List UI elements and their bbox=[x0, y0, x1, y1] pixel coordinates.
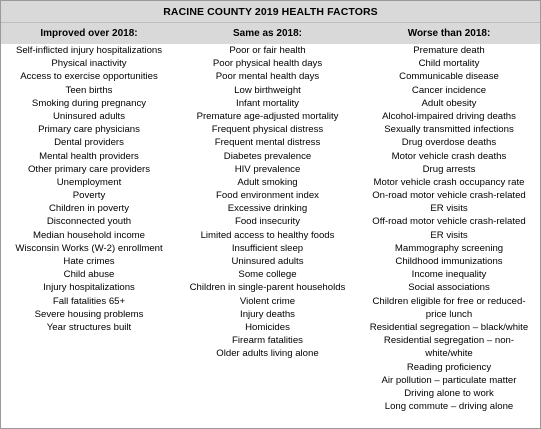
list-item: white/white bbox=[425, 348, 473, 360]
list-item: HIV prevalence bbox=[234, 163, 301, 175]
list-item: Mammography screening bbox=[394, 242, 504, 254]
list-item: Limited access to healthy foods bbox=[200, 229, 335, 241]
list-item: Primary care physicians bbox=[38, 124, 140, 136]
list-item: Diabetes prevalence bbox=[223, 150, 312, 162]
list-item: Fall fatalities 65+ bbox=[52, 295, 126, 307]
list-item: Severe housing problems bbox=[34, 308, 144, 320]
list-item: Food environment index bbox=[216, 190, 319, 202]
list-item: Year structures built bbox=[46, 321, 132, 333]
list-item: Homicides bbox=[245, 321, 290, 333]
list-item: On-road motor vehicle crash-related bbox=[372, 190, 526, 202]
list-item: Insufficient sleep bbox=[231, 242, 304, 254]
list-item: Communicable disease bbox=[399, 71, 499, 83]
list-item: Motor vehicle crash deaths bbox=[391, 150, 507, 162]
list-item: Food insecurity bbox=[234, 216, 301, 228]
worse-list: Premature death Child mortality Communicab… bbox=[358, 44, 540, 413]
list-item: Long commute – driving alone bbox=[384, 401, 514, 413]
worse-column-header: Worse than 2018: bbox=[407, 28, 491, 39]
same-column-header: Same as 2018: bbox=[233, 28, 302, 39]
list-item: Residential segregation – non- bbox=[383, 335, 515, 347]
list-item: Frequent mental distress bbox=[214, 137, 321, 149]
improved-list: Self-inflicted injury hospitalizations Ph… bbox=[1, 44, 177, 334]
list-item: ER visits bbox=[430, 229, 468, 241]
list-item: Drug arrests bbox=[422, 163, 476, 175]
list-item: Uninsured adults bbox=[231, 256, 304, 267]
list-item: Infant mortality bbox=[236, 97, 299, 109]
list-item: Median household income bbox=[32, 229, 145, 241]
list-item: Violent crime bbox=[239, 295, 296, 307]
list-item: Poor mental health days bbox=[215, 71, 320, 83]
list-item: Residential segregation – black/white bbox=[369, 321, 529, 333]
list-item: Alcohol-impaired driving deaths bbox=[382, 110, 516, 122]
list-item: Driving alone to work bbox=[404, 387, 494, 399]
list-item: Premature age-adjusted mortality bbox=[196, 110, 339, 122]
list-item: Smoking during pregnancy bbox=[31, 97, 147, 109]
list-item: Self-inflicted injury hospitalizations bbox=[15, 45, 163, 56]
list-item: Disconnected youth bbox=[46, 216, 132, 228]
table-title: RACINE COUNTY 2019 HEALTH FACTORS bbox=[1, 1, 540, 22]
list-item: Child mortality bbox=[418, 58, 480, 70]
list-item: Poor or fair health bbox=[229, 45, 306, 56]
list-item: Mental health providers bbox=[39, 150, 139, 162]
list-item: Low birthweight bbox=[234, 84, 301, 96]
list-item: Some college bbox=[238, 269, 297, 281]
list-item: Wisconsin Works (W-2) enrollment bbox=[15, 242, 163, 254]
list-item: Childhood immunizations bbox=[395, 256, 503, 267]
list-item: Injury hospitalizations bbox=[43, 282, 135, 294]
list-item: Other primary care providers bbox=[27, 163, 151, 175]
list-item: Air pollution – particulate matter bbox=[381, 374, 517, 386]
same-list: Poor or fair health Poor physical health … bbox=[177, 44, 358, 361]
list-item: Off-road motor vehicle crash-related bbox=[372, 216, 526, 228]
list-item: Reading proficiency bbox=[406, 361, 492, 373]
list-item: Premature death bbox=[413, 45, 485, 56]
list-item: Firearm fatalities bbox=[232, 335, 303, 347]
list-item: Physical inactivity bbox=[51, 58, 127, 70]
list-item: Children in single-parent households bbox=[189, 282, 346, 294]
list-item: Income inequality bbox=[411, 269, 487, 281]
improved-column-header: Improved over 2018: bbox=[40, 28, 138, 39]
column-header-row: Improved over 2018: Same as 2018: Worse … bbox=[1, 22, 540, 44]
list-item: Older adults living alone bbox=[216, 348, 319, 360]
list-item: Excessive drinking bbox=[227, 203, 308, 215]
list-item: Children eligible for free or reduced- bbox=[372, 295, 526, 307]
list-item: price lunch bbox=[425, 308, 473, 320]
list-item: Drug overdose deaths bbox=[401, 137, 497, 149]
list-item: Unemployment bbox=[56, 176, 122, 188]
list-item: Teen births bbox=[65, 84, 113, 96]
list-item: ER visits bbox=[430, 203, 468, 215]
list-item: Frequent physical distress bbox=[211, 124, 324, 136]
list-item: Adult obesity bbox=[421, 97, 477, 109]
list-item: Motor vehicle crash occupancy rate bbox=[373, 176, 525, 188]
list-item: Poverty bbox=[72, 190, 106, 202]
list-item: Child abuse bbox=[63, 269, 115, 281]
list-item: Sexually transmitted infections bbox=[384, 124, 514, 136]
list-item: Poor physical health days bbox=[212, 58, 323, 70]
list-item: Adult smoking bbox=[237, 176, 298, 188]
list-item: Dental providers bbox=[54, 137, 124, 149]
list-item: Injury deaths bbox=[240, 308, 295, 320]
list-item: Access to exercise opportunities bbox=[20, 71, 158, 83]
list-item: Children in poverty bbox=[49, 203, 129, 215]
list-item: Uninsured adults bbox=[53, 110, 125, 122]
list-item: Hate crimes bbox=[63, 256, 115, 267]
list-item: Social associations bbox=[408, 282, 490, 294]
list-item: Cancer incidence bbox=[411, 84, 487, 96]
